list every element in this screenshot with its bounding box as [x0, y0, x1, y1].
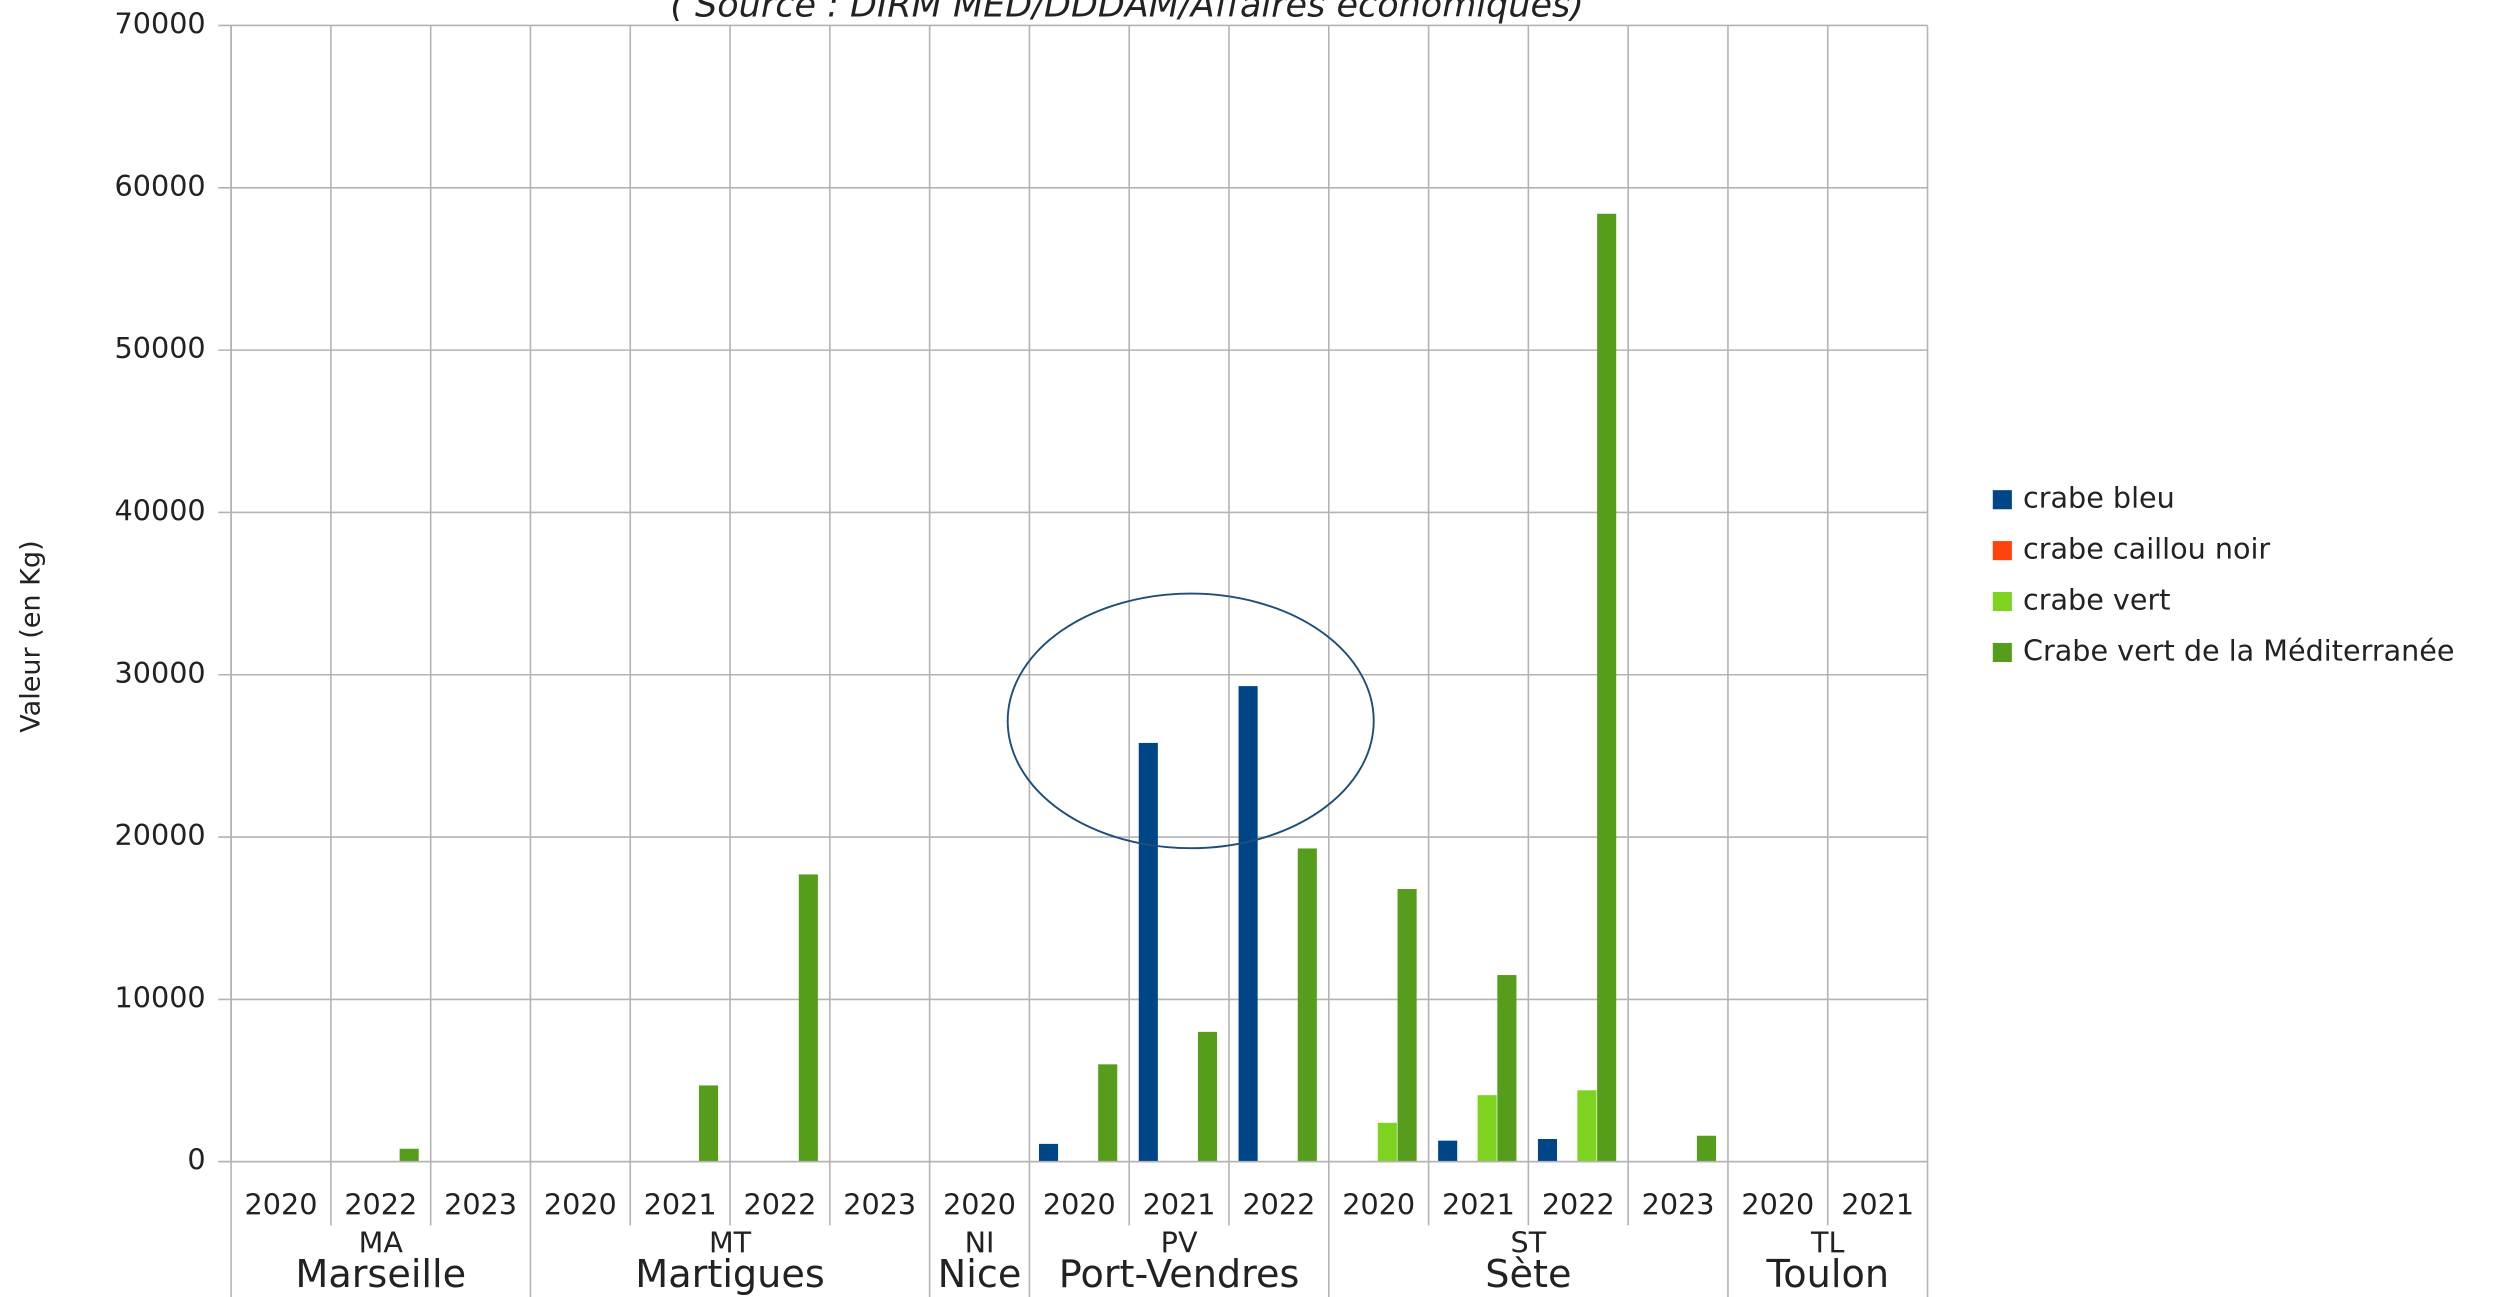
bar — [1696, 1135, 1717, 1162]
x-tick-label: 2020 — [245, 1187, 318, 1221]
x-tick-label: 2023 — [1642, 1187, 1715, 1221]
chart-subtitle: ( Source : DIRM MED/DDDAM/Affaires écono… — [670, 0, 1584, 25]
legend-label: crabe caillou noir — [2023, 532, 2270, 566]
legend-swatch — [1992, 592, 2012, 612]
city-label: Nice — [938, 1253, 1022, 1297]
x-tick-label: 2022 — [744, 1187, 817, 1221]
bar — [1238, 686, 1258, 1162]
x-tick-label: 2022 — [1542, 1187, 1615, 1221]
legend-label: Crabe vert de la Méditerranée — [2023, 633, 2455, 667]
bar — [1098, 1064, 1118, 1162]
y-tick-label: 10000 — [115, 980, 206, 1014]
city-label: Port-Vendres — [1059, 1253, 1300, 1297]
x-tick-label: 2020 — [1342, 1187, 1415, 1221]
bar — [1497, 975, 1517, 1162]
bar — [798, 874, 818, 1162]
x-tick-label: 2022 — [1242, 1187, 1315, 1221]
y-tick-label: 30000 — [115, 656, 206, 690]
group-label: MA — [359, 1225, 404, 1259]
legend-swatch — [1992, 541, 2012, 561]
city-label: Marseille — [295, 1253, 466, 1297]
bar — [1038, 1143, 1059, 1162]
y-tick-label: 0 — [187, 1143, 205, 1177]
legend-label: crabe bleu — [2023, 481, 2175, 515]
x-tick-label: 2020 — [943, 1187, 1016, 1221]
y-tick-label: 20000 — [115, 818, 206, 852]
bar — [1597, 213, 1617, 1162]
bar — [1438, 1140, 1458, 1162]
x-tick-label: 2021 — [1841, 1187, 1914, 1221]
city-label: Martigues — [635, 1253, 824, 1297]
bar — [699, 1085, 719, 1162]
bar — [1377, 1122, 1397, 1162]
bar — [1138, 742, 1158, 1162]
city-label: Sète — [1485, 1253, 1571, 1297]
bar — [1397, 889, 1417, 1162]
y-axis-label: Valeur (en Kg) — [16, 540, 47, 732]
y-tick-label: 40000 — [115, 493, 206, 527]
legend-swatch — [1992, 642, 2012, 663]
city-label: Toulon — [1765, 1253, 1889, 1297]
x-tick-label: 2021 — [644, 1187, 717, 1221]
bar — [1197, 1031, 1218, 1162]
group-label: NI — [965, 1225, 995, 1259]
x-tick-label: 2020 — [544, 1187, 617, 1221]
y-tick-label: 70000 — [115, 6, 206, 40]
bar — [1537, 1139, 1558, 1162]
x-tick-label: 2020 — [1741, 1187, 1814, 1221]
x-tick-label: 2021 — [1442, 1187, 1515, 1221]
legend-swatch — [1992, 490, 2012, 510]
annotation-ellipse — [1006, 592, 1375, 850]
bar — [1477, 1095, 1497, 1162]
group-label: PV — [1161, 1225, 1198, 1259]
group-label: MT — [709, 1225, 752, 1259]
x-tick-label: 2021 — [1143, 1187, 1216, 1221]
x-tick-label: 2023 — [843, 1187, 916, 1221]
y-tick-label: 60000 — [115, 169, 206, 203]
group-label: TL — [1810, 1225, 1844, 1259]
bar — [1577, 1090, 1597, 1162]
legend-label: crabe vert — [2023, 583, 2170, 617]
x-tick-label: 2020 — [1043, 1187, 1116, 1221]
x-tick-label: 2022 — [344, 1187, 417, 1221]
bar — [1297, 848, 1317, 1162]
bar — [399, 1148, 419, 1162]
x-tick-label: 2023 — [444, 1187, 517, 1221]
y-tick-label: 50000 — [115, 331, 206, 365]
group-label: ST — [1511, 1225, 1547, 1259]
